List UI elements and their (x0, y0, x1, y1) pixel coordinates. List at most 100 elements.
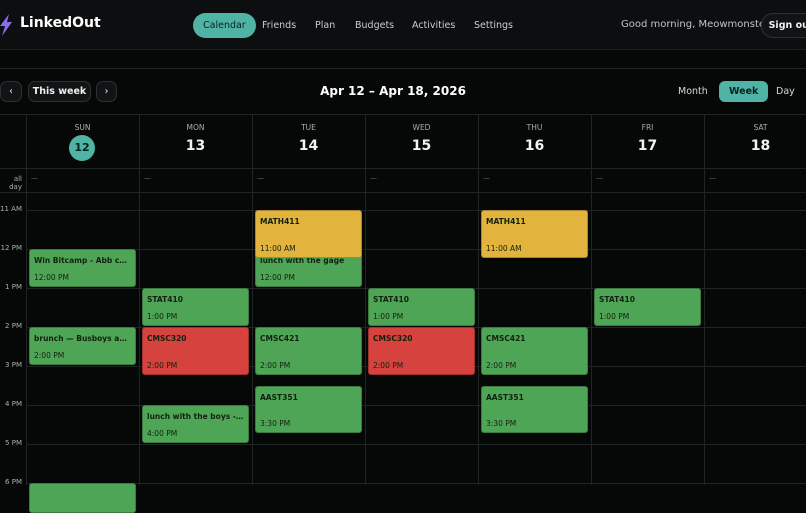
divider (0, 192, 806, 193)
event-time: 2:00 PM (373, 360, 404, 370)
day-name: SUN (74, 123, 91, 132)
event-title: AAST351 (260, 392, 298, 402)
day-name: WED (412, 123, 431, 132)
event-time: 2:00 PM (147, 360, 178, 370)
day-name: SAT (753, 123, 768, 132)
hour-line (26, 210, 806, 211)
event[interactable]: CMSC320 2:00 PM (142, 327, 249, 375)
event[interactable]: MATH411 11:00 AM (481, 210, 588, 258)
hour-label: 3 PM (5, 361, 22, 369)
nav-item[interactable]: Budgets (355, 20, 395, 31)
event-time: 1:00 PM (147, 312, 178, 321)
nav-item[interactable]: Plan (315, 20, 336, 31)
event-time: 11:00 AM (260, 243, 296, 253)
hour-label: 12 PM (0, 244, 22, 252)
event-time: 12:00 PM (260, 273, 295, 282)
event (29, 483, 136, 513)
column-line (365, 114, 366, 485)
hour-label: 1 PM (5, 283, 22, 291)
event-time: 12:00 PM (34, 273, 69, 282)
event-time: 4:00 PM (147, 429, 178, 438)
event-time: 11:00 AM (486, 243, 522, 253)
event-time: 2:00 PM (486, 360, 517, 370)
event-title: STAT410 (599, 295, 635, 304)
all-day-empty: — (31, 174, 38, 182)
event-title: CMSC320 (147, 334, 187, 343)
event-time: 1:00 PM (599, 312, 630, 321)
all-day-empty: — (596, 174, 603, 182)
all-day-empty: — (709, 174, 716, 182)
divider (0, 68, 806, 69)
column-line (252, 114, 253, 485)
event[interactable]: Win Bitcamp - Abb council 12:00 PM (29, 249, 136, 287)
view-toggle[interactable]: Day (776, 86, 795, 97)
event[interactable]: CMSC320 2:00 PM (368, 327, 475, 375)
event-title: Win Bitcamp - Abb council (34, 256, 131, 265)
event-title: MATH411 (260, 217, 300, 226)
column-line (478, 114, 479, 485)
greeting: Good morning, Meowmonster (621, 19, 770, 30)
event-time: 2:00 PM (34, 351, 65, 360)
event-time: 3:30 PM (486, 419, 517, 429)
day-name: TUE (301, 123, 316, 132)
day-date: 18 (750, 138, 771, 154)
hour-label: 4 PM (5, 400, 22, 408)
event[interactable]: CMSC421 2:00 PM (255, 327, 362, 375)
all-day-empty: — (483, 174, 490, 182)
divider (0, 114, 806, 115)
event-title: CMSC421 (260, 334, 300, 343)
next-button[interactable]: › (96, 81, 117, 102)
day-date: 15 (411, 138, 432, 154)
event-title: CMSC320 (373, 334, 413, 343)
prev-button[interactable]: ‹ (0, 81, 22, 102)
nav-item[interactable]: Activities (412, 20, 456, 31)
event[interactable]: brunch — Busboys and ... 2:00 PM (29, 327, 136, 365)
event-title: STAT410 (373, 295, 409, 304)
this-week-button[interactable]: This week (28, 81, 91, 102)
nav-item[interactable]: Settings (474, 20, 513, 31)
hour-label: 11 AM (0, 205, 22, 213)
view-toggle[interactable]: Month (678, 86, 708, 97)
view-toggle[interactable]: Week (719, 81, 769, 102)
hour-label: 2 PM (5, 322, 22, 330)
hour-line (26, 405, 806, 406)
day-date: 16 (524, 138, 545, 154)
event[interactable]: lunch with the boys - Ab... 4:00 PM (142, 405, 249, 443)
day-date: 14 (298, 138, 319, 154)
day-name: MON (186, 123, 205, 132)
day-date: 17 (637, 138, 658, 154)
event[interactable]: CMSC421 2:00 PM (481, 327, 588, 375)
divider (0, 168, 806, 169)
event[interactable]: MATH411 11:00 AM (255, 210, 362, 258)
hour-label: 6 PM (5, 478, 22, 486)
event-title: STAT410 (147, 295, 183, 304)
nav-item[interactable]: Friends (262, 20, 297, 31)
event[interactable]: STAT410 1:00 PM (594, 288, 701, 326)
all-day-empty: — (257, 174, 264, 182)
event[interactable]: AAST351 3:30 PM (481, 385, 588, 434)
event-title: MATH411 (486, 217, 526, 226)
top-bar: LinkedOut Good morning, Meowmonster Sign… (0, 0, 806, 50)
all-day-label: all day (9, 175, 22, 191)
event-title: lunch with the boys - Ab... (147, 412, 244, 421)
hour-line (26, 444, 806, 445)
sign-out[interactable]: Sign out (761, 13, 806, 38)
event[interactable]: STAT410 1:00 PM (142, 288, 249, 326)
hour-label: 5 PM (5, 439, 22, 447)
logo (0, 14, 12, 36)
event-time: 3:30 PM (260, 419, 291, 429)
all-day-empty: — (370, 174, 377, 182)
column-line (26, 114, 27, 485)
day-name: FRI (641, 123, 654, 132)
event-title: AAST351 (486, 392, 524, 402)
event[interactable]: AAST351 3:30 PM (255, 385, 362, 434)
day-date: 12 (69, 135, 95, 161)
event-title: brunch — Busboys and ... (34, 334, 131, 343)
event[interactable]: STAT410 1:00 PM (368, 288, 475, 326)
event-time: 1:00 PM (373, 312, 404, 321)
hour-line (26, 249, 806, 250)
event-title: CMSC421 (486, 334, 526, 343)
nav-item[interactable]: Calendar (193, 13, 256, 38)
day-date: 13 (185, 138, 206, 154)
